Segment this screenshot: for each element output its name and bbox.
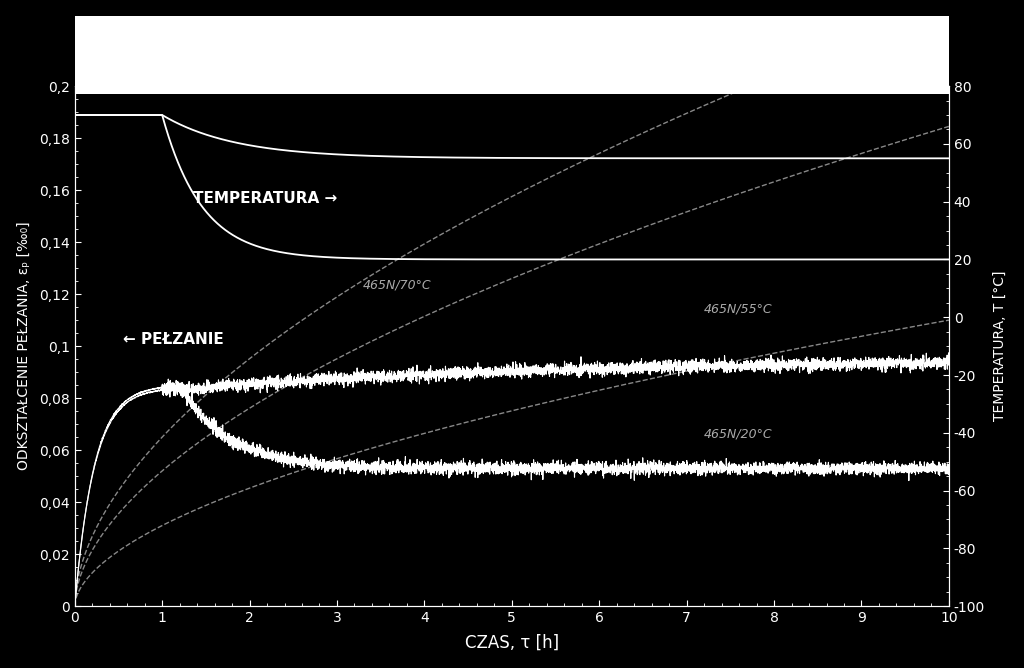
Y-axis label: TEMPERATURA, T [°C]: TEMPERATURA, T [°C] <box>993 271 1008 422</box>
Text: 465N/55°C: 465N/55°C <box>705 303 773 315</box>
Y-axis label: ODKSZTAŁCENIE PEŁZANIA, εₚ [‰₀]: ODKSZTAŁCENIE PEŁZANIA, εₚ [‰₀] <box>16 222 31 470</box>
Text: ← PEŁZANIE: ← PEŁZANIE <box>123 331 223 347</box>
Text: TEMPERATURA →: TEMPERATURA → <box>193 191 337 206</box>
X-axis label: CZAS, τ [h]: CZAS, τ [h] <box>465 633 559 651</box>
Bar <box>75 16 949 94</box>
Text: 465N/70°C: 465N/70°C <box>364 279 432 292</box>
Text: 465N/20°C: 465N/20°C <box>705 427 773 440</box>
